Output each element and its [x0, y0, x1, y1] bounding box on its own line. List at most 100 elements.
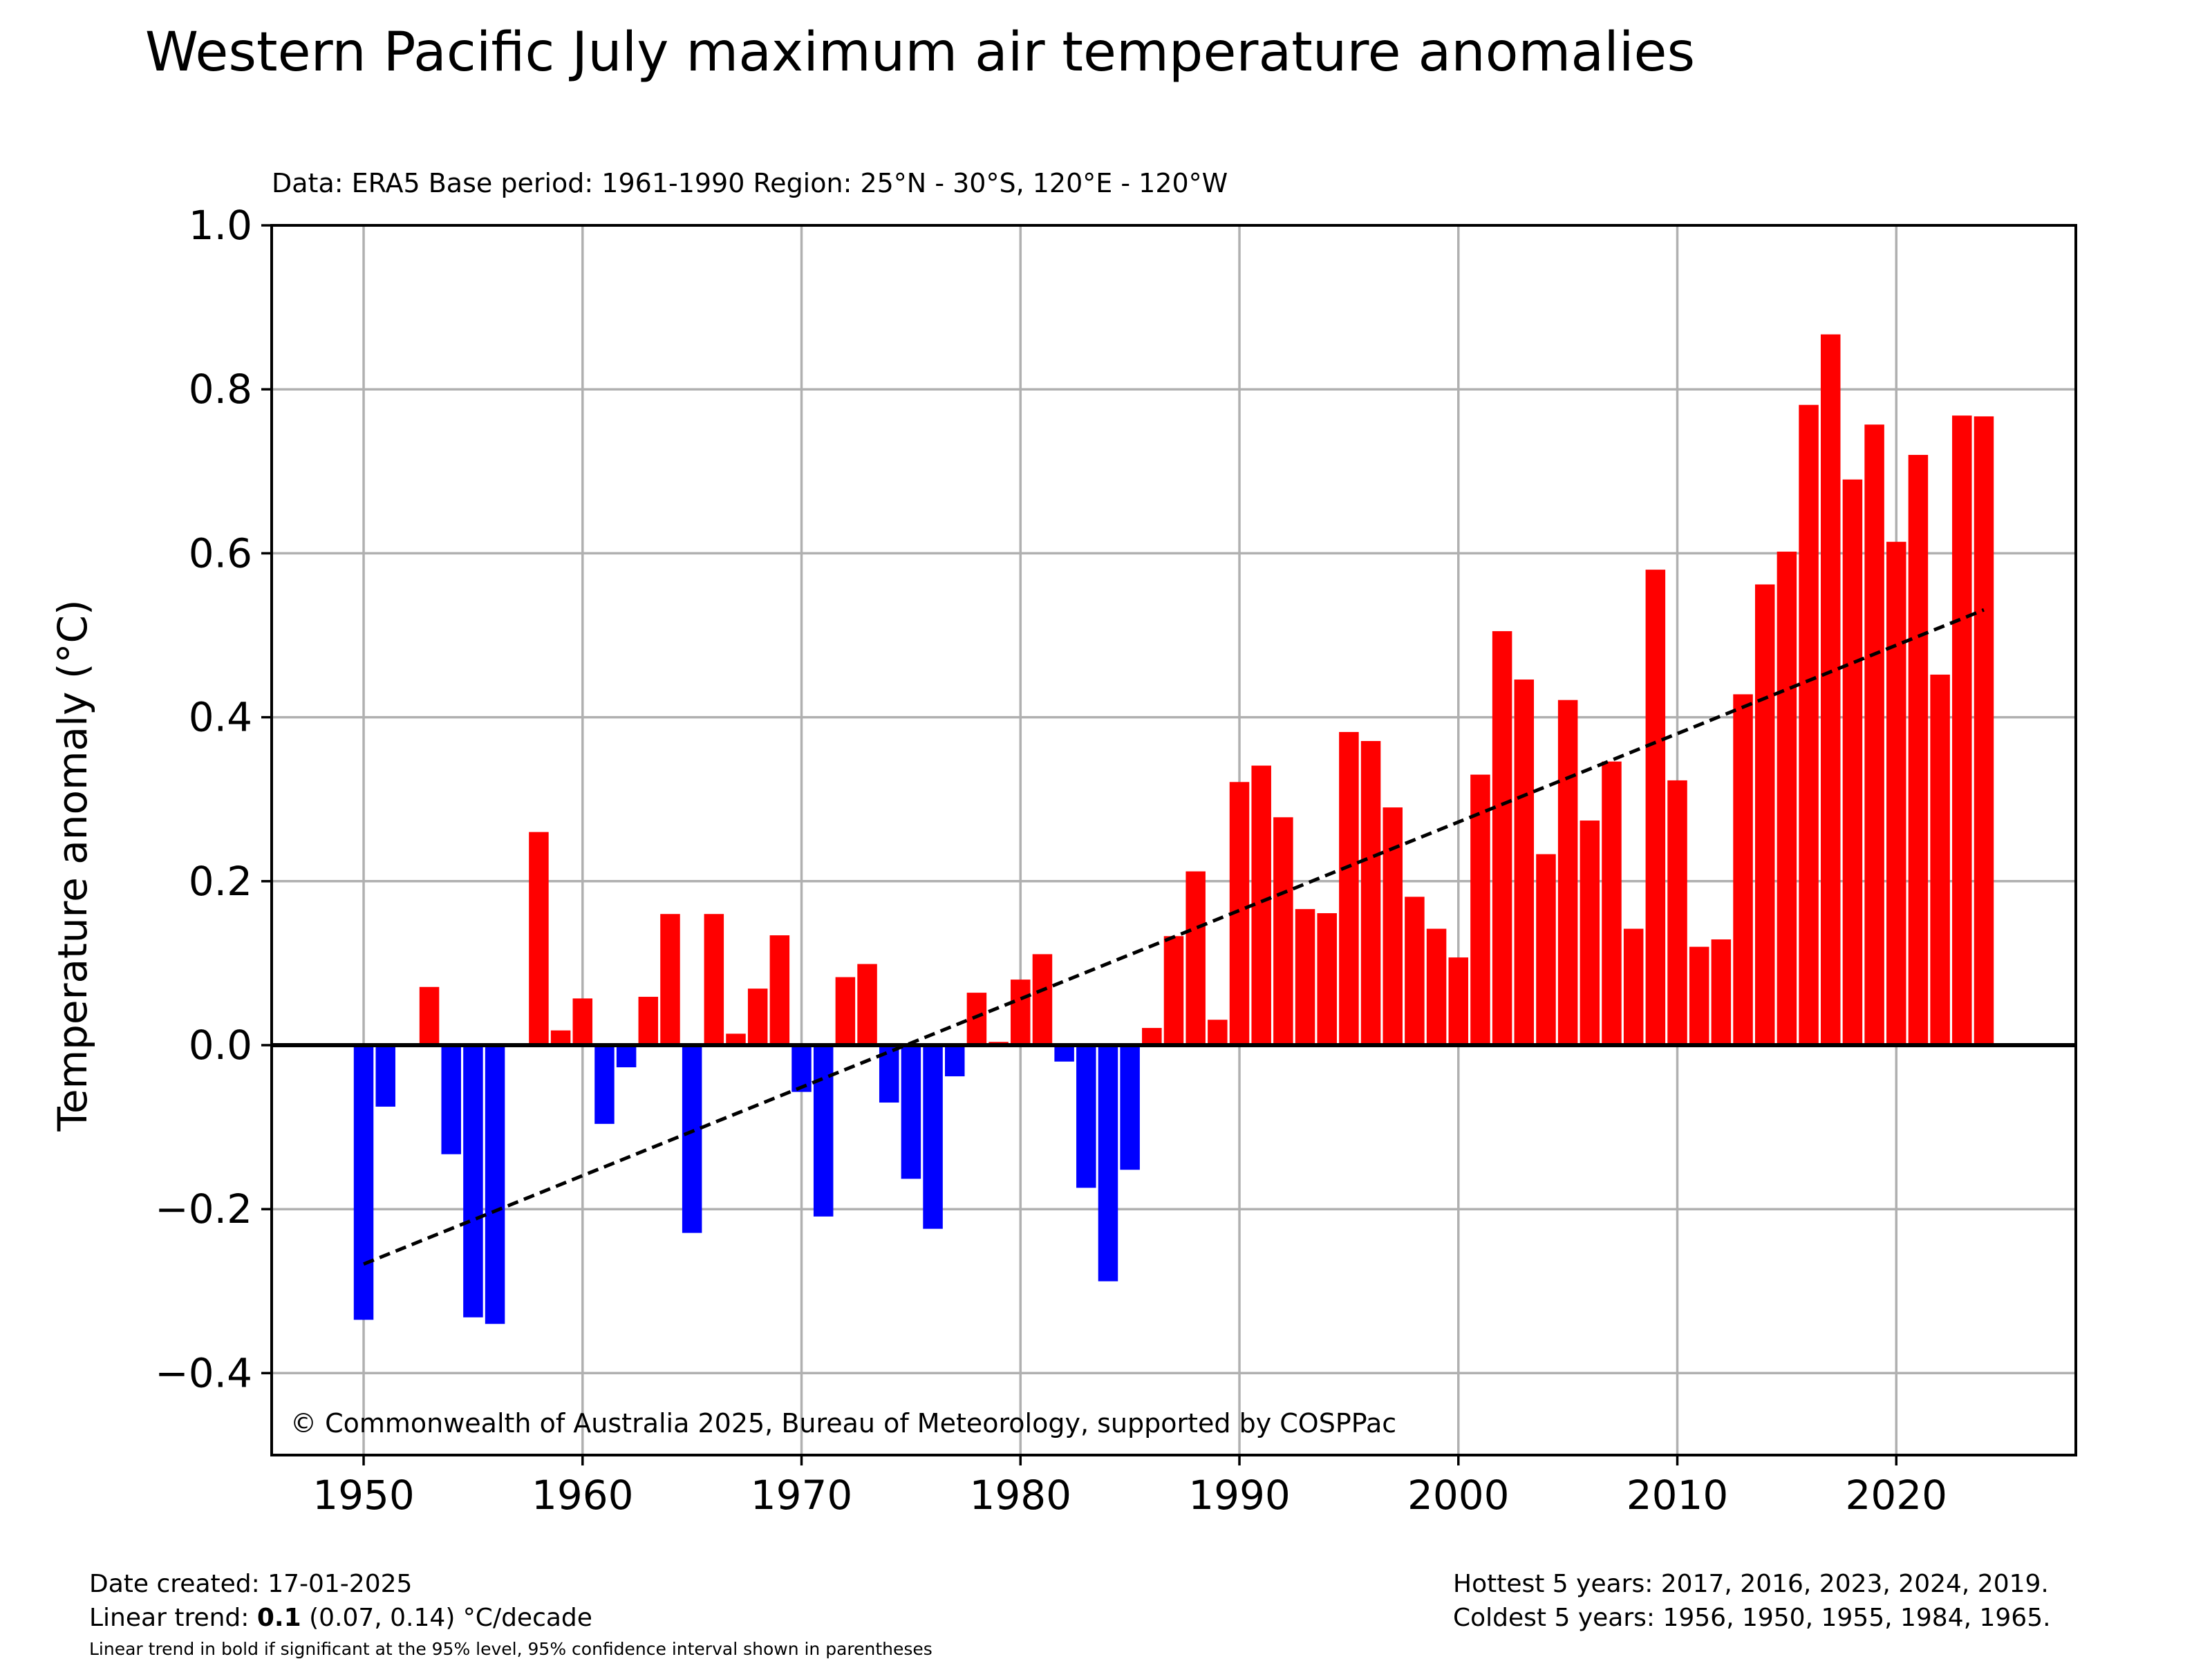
bar-2000 [1448, 957, 1469, 1045]
bar-1983 [1076, 1045, 1096, 1188]
bar-2007 [1602, 761, 1622, 1045]
bar-1964 [660, 914, 680, 1045]
y-tick-label: −0.4 [155, 1349, 252, 1396]
bar-2004 [1536, 854, 1556, 1045]
copyright-annotation: © Commonwealth of Australia 2025, Bureau… [290, 1408, 1396, 1438]
bar-1971 [813, 1045, 834, 1217]
bar-2012 [1711, 939, 1732, 1045]
trend-note: Linear trend in bold if significant at t… [89, 1639, 932, 1659]
bar-2002 [1492, 631, 1512, 1045]
bar-2010 [1667, 780, 1687, 1045]
bar-2001 [1470, 774, 1490, 1045]
x-tick-label: 1960 [532, 1472, 634, 1519]
x-tick-label: 2010 [1627, 1472, 1729, 1519]
bar-1981 [1032, 954, 1053, 1045]
bar-2011 [1689, 946, 1709, 1045]
y-axis: −0.4 −0.2 0.0 0.2 0.4 0.6 0.8 1.0 [155, 202, 272, 1396]
bar-1950 [353, 1045, 374, 1320]
bar-1963 [638, 997, 659, 1045]
bar-2015 [1777, 552, 1797, 1045]
chart-subtitle: Data: ERA5 Base period: 1961-1990 Region… [272, 168, 1228, 198]
bar-2006 [1580, 821, 1600, 1045]
linear-trend-text: Linear trend: 0.1 (0.07, 0.14) °C/decade [89, 1604, 592, 1632]
bar-1987 [1163, 936, 1184, 1045]
date-created: Date created: 17-01-2025 [89, 1570, 412, 1598]
bar-2003 [1514, 679, 1535, 1045]
bar-1980 [1011, 980, 1031, 1045]
bar-1968 [747, 988, 768, 1045]
bar-1982 [1054, 1045, 1074, 1062]
linear-trend-prefix: Linear trend: [89, 1604, 257, 1632]
bar-2009 [1645, 570, 1666, 1045]
bar-1998 [1405, 897, 1425, 1045]
bar-2024 [1974, 416, 1994, 1045]
bar-1997 [1382, 807, 1403, 1045]
bar-2014 [1754, 584, 1775, 1045]
y-tick-label: 0.2 [189, 858, 252, 905]
bar-2017 [1820, 334, 1841, 1045]
bar-2013 [1733, 694, 1753, 1045]
bar-1999 [1426, 928, 1447, 1045]
hottest-years: Hottest 5 years: 2017, 2016, 2023, 2024,… [1453, 1570, 2049, 1598]
linear-trend-suffix: (0.07, 0.14) °C/decade [301, 1604, 592, 1632]
linear-trend-value: 0.1 [257, 1604, 301, 1632]
bar-1985 [1120, 1045, 1140, 1170]
bar-1989 [1208, 1020, 1228, 1045]
bar-1956 [485, 1045, 505, 1324]
y-tick-label: 0.4 [189, 694, 252, 741]
y-axis-label: Temperature anomaly (°C) [49, 599, 96, 1132]
x-tick-label: 1950 [312, 1472, 415, 1519]
bar-1961 [594, 1045, 615, 1124]
y-tick-label: −0.2 [155, 1185, 252, 1232]
x-axis: 1950 1960 1970 1980 1990 2000 2010 2020 [312, 1455, 1947, 1519]
bar-1969 [769, 935, 790, 1045]
bar-2020 [1886, 541, 1906, 1045]
coldest-years: Coldest 5 years: 1956, 1950, 1955, 1984,… [1453, 1604, 2051, 1632]
bar-1972 [835, 977, 856, 1045]
x-tick-label: 2020 [1845, 1472, 1947, 1519]
bar-1966 [704, 914, 724, 1045]
bar-2018 [1842, 479, 1863, 1045]
x-tick-label: 1990 [1188, 1472, 1291, 1519]
bar-1951 [375, 1045, 395, 1107]
bar-1975 [901, 1045, 921, 1179]
bar-2016 [1799, 404, 1819, 1045]
bar-1965 [682, 1045, 702, 1233]
bar-1958 [529, 832, 549, 1045]
bar-2021 [1908, 455, 1929, 1045]
bar-1962 [616, 1045, 637, 1068]
bar-1994 [1317, 913, 1337, 1045]
bar-2005 [1557, 700, 1578, 1045]
bar-1977 [944, 1045, 965, 1077]
x-tick-label: 1980 [969, 1472, 1071, 1519]
bar-2008 [1623, 928, 1644, 1045]
y-tick-label: 0.8 [189, 366, 252, 413]
y-tick-label: 1.0 [189, 202, 252, 249]
bar-1976 [923, 1045, 943, 1229]
bar-2019 [1864, 424, 1884, 1045]
bar-1978 [966, 993, 987, 1045]
bar-2022 [1930, 674, 1950, 1045]
bar-1988 [1185, 871, 1206, 1045]
bar-1996 [1360, 740, 1381, 1045]
x-tick-label: 1970 [751, 1472, 853, 1519]
bar-1960 [572, 998, 593, 1045]
bar-1995 [1339, 731, 1359, 1045]
trend-line [363, 608, 1985, 1266]
plot-frame [270, 224, 2077, 1456]
y-tick-label: 0.6 [189, 529, 252, 577]
chart-title: Western Pacific July maximum air tempera… [145, 21, 1695, 84]
x-tick-label: 2000 [1407, 1472, 1510, 1519]
bar-1959 [550, 1030, 571, 1045]
bar-1993 [1295, 909, 1315, 1045]
bar-1986 [1142, 1028, 1162, 1045]
bar-1970 [791, 1045, 812, 1092]
bar-1954 [441, 1045, 461, 1154]
y-tick-label: 0.0 [189, 1022, 252, 1069]
bar-1967 [726, 1033, 746, 1045]
bar-2023 [1952, 415, 1972, 1045]
bar-1953 [419, 986, 440, 1045]
bar-1984 [1098, 1045, 1118, 1282]
bar-1992 [1273, 817, 1293, 1045]
